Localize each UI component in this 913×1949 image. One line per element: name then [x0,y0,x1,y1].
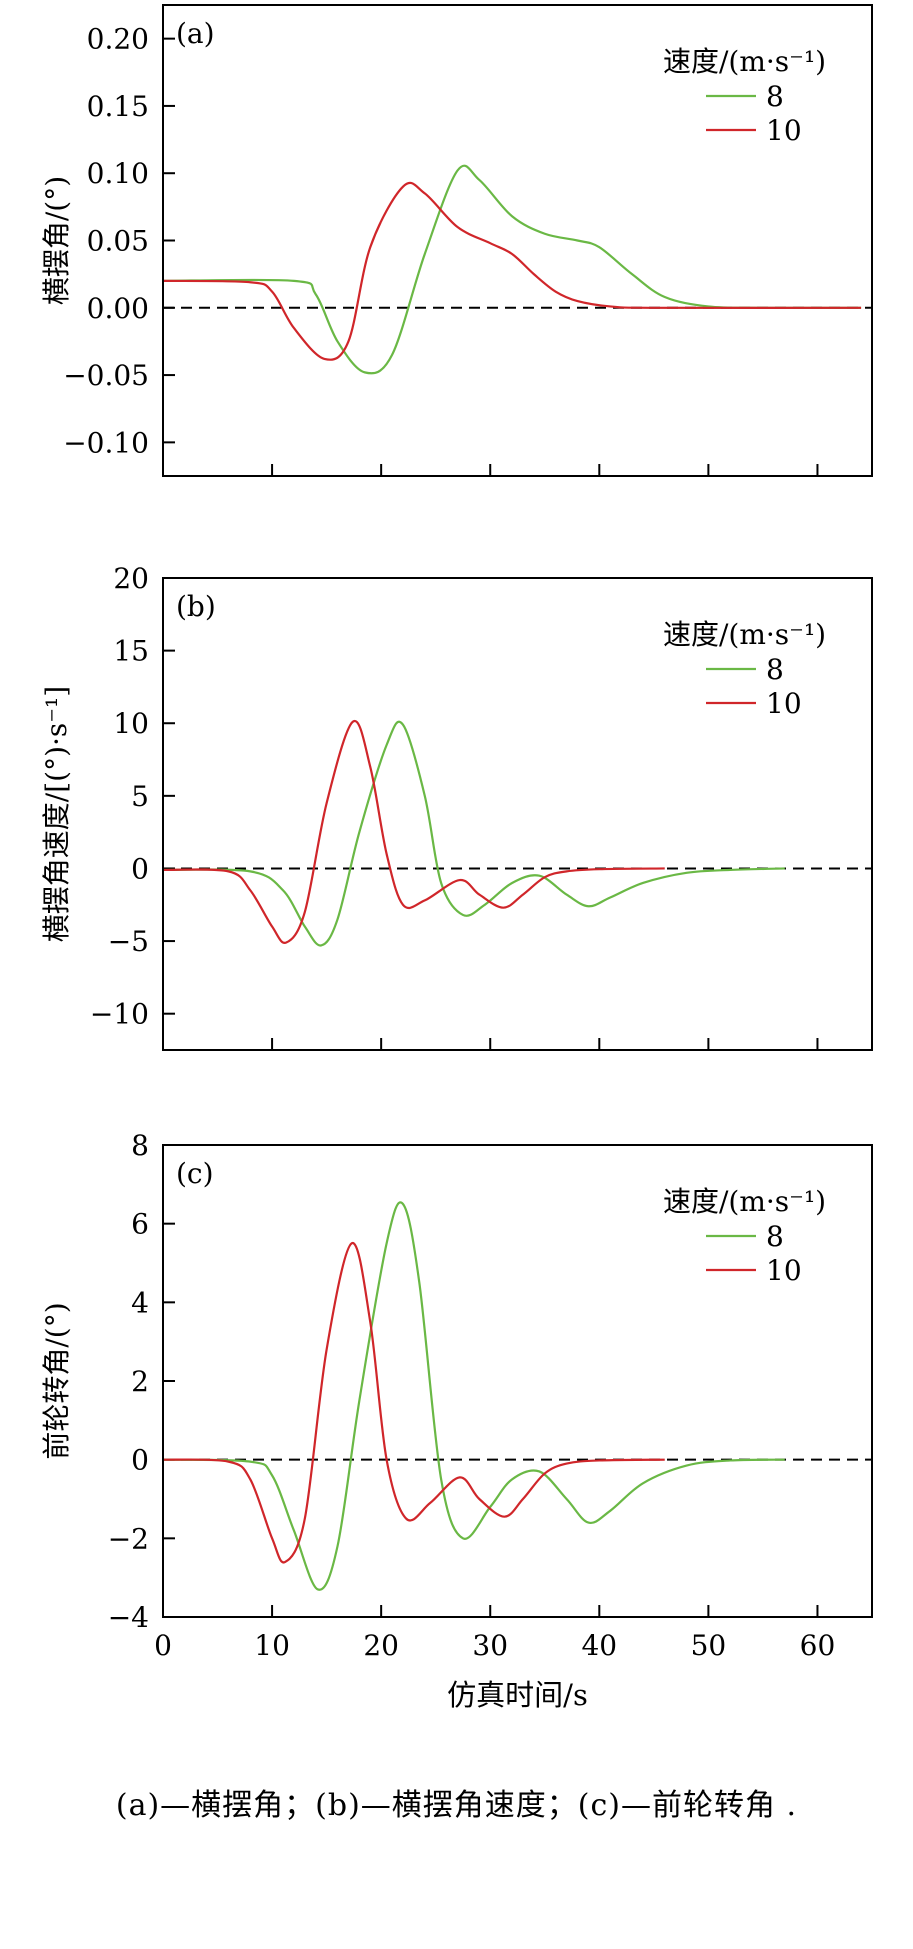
series-line-10 [162,1242,665,1564]
y-axis-label: 横摆角速度/[(°)·s⁻¹] [40,686,73,942]
y-tick-label: 0 [131,852,149,885]
y-tick-label: −0.05 [63,359,149,392]
y-tick-label: 15 [113,635,149,668]
y-tick-label: 0 [131,1444,149,1477]
y-tick-label: −4 [108,1601,149,1634]
series-line-8 [162,720,785,947]
y-tick-label: −10 [90,998,149,1031]
y-tick-label: 0.20 [87,23,149,56]
legend-title: 速度/(m·s⁻¹) [663,618,826,651]
y-tick-label: −0.10 [63,426,149,459]
x-tick-label: 30 [472,1629,508,1662]
y-tick-label: −2 [108,1522,149,1555]
plot-frame [162,1144,873,1618]
figure-caption: (a)—横摆角；(b)—横摆角速度；(c)—前轮转角 . [115,1788,798,1823]
y-axis-label: 前轮转角/(°) [40,1302,73,1459]
x-tick-label: 10 [254,1629,290,1662]
legend-label-10: 10 [766,1254,802,1287]
legend-label-10: 10 [766,687,802,720]
series-line-8 [162,1201,785,1591]
panel-label: (a) [176,17,215,50]
panel-label: (c) [176,1157,214,1190]
y-tick-label: 20 [113,562,149,595]
panel-label: (b) [176,590,216,623]
plot-frame [162,577,873,1051]
y-tick-label: 0.10 [87,157,149,190]
panel-a: −0.10 −0.05 0.00 0.05 0.10 0.15 0.20 (a) 速度/(m·s… [40,4,873,477]
legend-label-8: 8 [766,80,784,113]
y-tick-label: 8 [131,1129,149,1162]
y-tick-label: 2 [131,1365,149,1398]
plot-frame [162,4,873,477]
x-axis-label: 仿真时间/s [447,1678,588,1712]
legend-label-10: 10 [766,114,802,147]
legend-title: 速度/(m·s⁻¹) [663,1185,826,1218]
y-tick-label: 0.05 [87,225,149,258]
y-tick-label: −5 [108,925,149,958]
y-tick-label: 0.00 [87,292,149,325]
panel-b: −10−505101520(b)速度/(m·s⁻¹)810横摆角速度/[(°)·… [40,562,873,1051]
x-tick-label: 40 [581,1629,617,1662]
y-tick-label: 5 [131,780,149,813]
x-tick-label: 50 [691,1629,727,1662]
x-tick-label: 60 [800,1629,836,1662]
y-tick-label: 0.15 [87,90,149,123]
legend-label-8: 8 [766,1220,784,1253]
figure: −0.10 −0.05 0.00 0.05 0.10 0.15 0.20 (a) 速度/(m·s… [40,4,873,1712]
y-tick-label: 10 [113,707,149,740]
legend-title: 速度/(m·s⁻¹) [663,45,826,78]
chart-canvas: −0.10 −0.05 0.00 0.05 0.10 0.15 0.20 (a) 速度/(m·s… [40,4,873,1712]
y-axis-label: 横摆角/(°) [40,176,73,305]
legend-label-8: 8 [766,653,784,686]
x-tick-label: 0 [154,1629,172,1662]
y-tick-label: 6 [131,1208,149,1241]
series-line-8 [162,164,862,375]
y-tick-label: 4 [131,1286,149,1319]
series-line-10 [162,719,665,944]
series-line-10 [162,181,862,361]
x-tick-label: 20 [363,1629,399,1662]
